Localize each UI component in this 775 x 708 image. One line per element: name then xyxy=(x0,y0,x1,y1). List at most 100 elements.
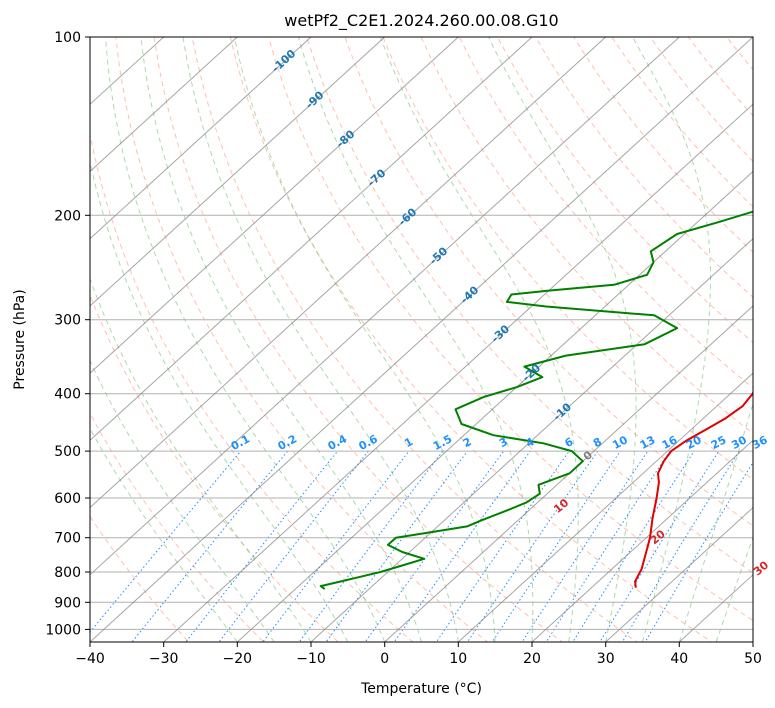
mixing-ratio-label: 2 xyxy=(461,435,474,450)
moist-adiabat-line xyxy=(182,37,459,642)
y-axis-label: Pressure (hPa) xyxy=(12,289,28,389)
mixing-ratio-line xyxy=(364,450,505,642)
moist-adiabat-line xyxy=(715,535,753,642)
dry-adiabat-line xyxy=(458,37,753,389)
moist-adiabat-line xyxy=(297,37,534,642)
isotherm-line xyxy=(90,37,607,509)
y-tick-label: 100 xyxy=(54,30,81,46)
temperature-profile-line xyxy=(634,390,753,588)
x-tick-label: −30 xyxy=(149,651,179,667)
y-tick-label: 400 xyxy=(54,387,81,403)
x-tick-label: 50 xyxy=(744,651,762,667)
plot-frame xyxy=(89,36,754,643)
mixing-ratio-label: 10 xyxy=(610,433,630,452)
isotherm-line xyxy=(457,372,753,642)
dry-adiabat-line xyxy=(535,37,753,298)
x-tick-label: −20 xyxy=(223,651,253,667)
moist-adiabat-line xyxy=(678,401,753,642)
dry-adiabat-line xyxy=(229,37,713,642)
dry-adiabat-line xyxy=(344,37,753,527)
moist-adiabat-line xyxy=(90,359,275,642)
mixing-ratio-label: 30 xyxy=(729,433,749,452)
dry-adiabat-line xyxy=(90,515,190,642)
line-labels: -100-90-80-70-60-50-40-30-20-1000.1 0.2 0.… xyxy=(229,47,772,578)
y-tick-label: 500 xyxy=(54,444,81,460)
mixing-ratio-line xyxy=(218,450,369,642)
isotherm-line xyxy=(90,37,533,442)
y-tick-label: 300 xyxy=(54,313,81,329)
isotherm-line xyxy=(384,305,753,642)
dry-adiabat-label: 30 xyxy=(751,558,771,578)
x-tick-label: −10 xyxy=(296,651,326,667)
dry-adiabat-line xyxy=(153,37,564,642)
x-axis-label: Temperature (°C) xyxy=(360,681,482,697)
y-tick-label: 900 xyxy=(54,595,81,611)
dry-adiabat-line xyxy=(726,37,753,71)
chart-title: wetPf2_C2E1.2024.260.00.08.G10 xyxy=(284,11,558,31)
mixing-ratio-label: 20 xyxy=(684,433,704,452)
moist-adiabat-line xyxy=(90,277,312,642)
mixing-ratio-line xyxy=(521,450,649,642)
isotherm-line xyxy=(90,37,312,240)
y-tick-label: 800 xyxy=(54,565,81,581)
mixing-ratio-label: 1 xyxy=(402,435,415,450)
x-tick-label: 20 xyxy=(523,651,541,667)
dry-adiabat-line xyxy=(268,37,753,622)
dry-adiabat-line xyxy=(90,293,339,642)
dry-adiabat-line xyxy=(90,412,265,642)
y-tick-label: 600 xyxy=(54,491,81,507)
background-lines xyxy=(90,37,775,654)
moist-adiabat-line xyxy=(380,37,579,642)
x-tick-label: 10 xyxy=(449,651,467,667)
isotherm-line xyxy=(310,237,753,642)
moist-adiabat-line xyxy=(140,37,422,642)
mixing-ratio-label: 16 xyxy=(660,433,680,452)
dry-adiabat-line xyxy=(115,37,489,642)
moist-adiabat-line xyxy=(105,37,386,642)
axis-ticks: −40 −30 −20 −10 0 10 20 30 40 50 100 200 300 400 500 60… xyxy=(45,30,762,667)
dry-adiabat-line xyxy=(496,37,753,344)
x-tick-label: 40 xyxy=(670,651,688,667)
mixing-ratio-label: 25 xyxy=(709,433,729,452)
dry-adiabat-line xyxy=(90,131,414,642)
mixing-ratio-label: 0.6 xyxy=(357,432,381,453)
dry-adiabat-label: 10 xyxy=(551,496,571,516)
mixing-ratio-label: 36 xyxy=(750,433,770,452)
isotherm-line xyxy=(90,37,459,374)
moist-adiabat-line xyxy=(632,37,711,642)
dewpoint-profile-line xyxy=(319,210,753,590)
moist-adiabat-line xyxy=(90,427,238,642)
isotherm-line xyxy=(163,103,753,642)
isotherm-line xyxy=(531,439,753,642)
y-tick-label: 200 xyxy=(54,208,81,224)
mixing-ratio-line xyxy=(131,450,288,642)
dry-adiabat-line xyxy=(191,37,638,642)
x-tick-label: 30 xyxy=(597,651,615,667)
dry-adiabat-line xyxy=(420,37,753,435)
profile-lines xyxy=(319,210,753,590)
isotherm-line xyxy=(90,37,238,173)
y-tick-label: 1000 xyxy=(45,622,81,638)
mixing-ratio-line xyxy=(90,450,242,633)
mixing-ratio-label: 13 xyxy=(638,433,658,452)
moist-adiabat-line xyxy=(90,158,349,642)
moist-adiabat-line xyxy=(233,37,496,642)
moist-adiabat-line xyxy=(488,37,637,642)
isotherm-line xyxy=(236,170,753,642)
isotherm-line xyxy=(90,37,753,642)
mixing-ratio-label: 0.4 xyxy=(326,432,350,453)
mixing-ratio-label: 8 xyxy=(591,435,604,450)
mixing-ratio-label: 0.1 xyxy=(229,432,252,453)
isotherm-line xyxy=(605,506,753,642)
dry-adiabat-line xyxy=(765,37,775,654)
isotherm-label: -100 xyxy=(269,47,298,75)
x-tick-label: 0 xyxy=(380,651,389,667)
isotherm-line xyxy=(90,37,386,307)
mixing-ratio-line xyxy=(545,450,671,642)
isotherm-line xyxy=(752,641,753,642)
y-tick-label: 700 xyxy=(54,531,81,547)
x-tick-label: −40 xyxy=(75,651,105,667)
dry-adiabat-line xyxy=(382,37,753,481)
mixing-ratio-label: 0.2 xyxy=(276,432,299,453)
